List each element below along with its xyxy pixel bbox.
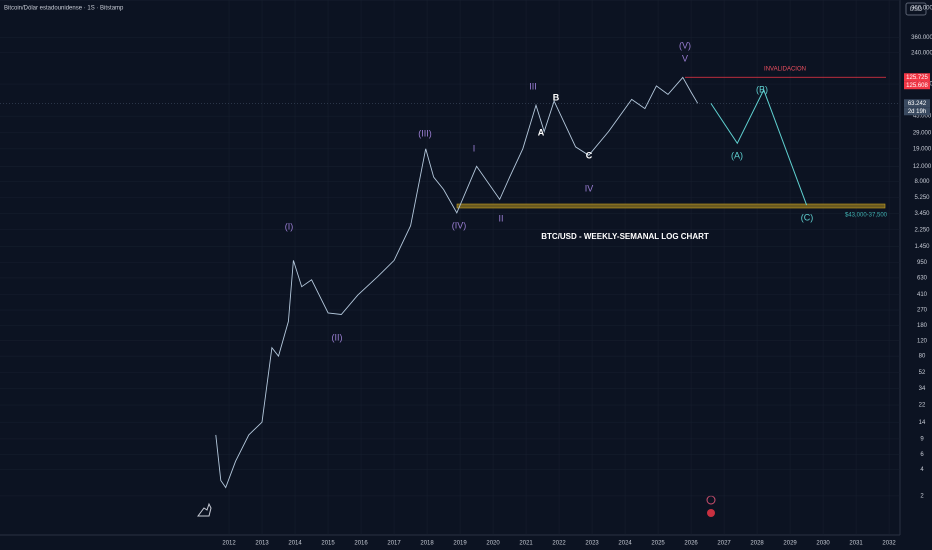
x-tick-label: 2032 [882, 541, 896, 547]
x-tick-label: 2014 [288, 541, 302, 547]
x-tick-label: 2019 [453, 541, 467, 547]
y-tick-label: 8.000 [914, 179, 930, 185]
y-tick-label: 19.000 [913, 146, 932, 152]
price-label: 63.242 [908, 101, 927, 107]
x-tick-label: 2016 [354, 541, 368, 547]
logo [197, 502, 212, 517]
x-tick-label: 2015 [321, 541, 335, 547]
annotation: II [498, 213, 503, 223]
x-tick-label: 2031 [849, 541, 863, 547]
annotation: (V) [679, 40, 691, 50]
y-tick-label: 22 [919, 403, 926, 409]
y-tick-label: 12.000 [913, 164, 932, 170]
support-zone [456, 203, 886, 209]
y-tick-label: 52 [919, 370, 926, 376]
annotation: $43,000-37,500 [845, 213, 888, 219]
series-line [710, 88, 808, 206]
y-tick-label: 950 [917, 260, 928, 266]
annotation: A [538, 127, 545, 137]
countdown-box [904, 107, 930, 116]
y-tick-label: 45.000 [913, 114, 932, 120]
x-tick-label: 2021 [519, 541, 533, 547]
y-tick-label: 34 [919, 386, 926, 392]
y-tick-label: 29.000 [913, 130, 932, 136]
annotation: (C) [801, 212, 814, 222]
y-tick-label: 3.450 [914, 211, 930, 217]
symbol-title: Bitcoin/Dólar estadounidense · 1S · Bits… [4, 6, 124, 12]
x-tick-label: 2030 [816, 541, 830, 547]
x-tick-label: 2022 [552, 541, 566, 547]
y-tick-label: 80 [919, 354, 926, 360]
y-tick-label: 6 [920, 452, 924, 458]
price-label: 125.725 [906, 75, 928, 81]
y-tick-label: 4 [920, 467, 924, 473]
currency-button[interactable] [905, 2, 927, 16]
y-tick-label: 14 [919, 420, 926, 426]
y-tick-label: 120 [917, 338, 928, 344]
annotation: C [586, 150, 593, 160]
y-tick-label: 180 [917, 323, 928, 329]
annotation: B [553, 92, 560, 102]
price-label-box [904, 73, 930, 82]
x-tick-label: 2025 [651, 541, 665, 547]
x-tick-label: 2017 [387, 541, 401, 547]
price-label-box [904, 81, 930, 90]
annotation: (B) [756, 84, 768, 94]
y-tick-label: 630 [917, 276, 928, 282]
y-tick-label: 270 [917, 308, 928, 314]
y-tick-label: 240.000 [911, 50, 932, 56]
annotation: BTC/USD - WEEKLY-SEMANAL LOG CHART [541, 232, 709, 241]
y-tick-label: 360.000 [911, 35, 932, 41]
y-tick-label: 9 [920, 436, 924, 442]
y-tick-label: 1.450 [914, 244, 930, 250]
annotation: I [473, 143, 476, 153]
annotation: (III) [418, 128, 432, 138]
y-tick-label: 960.000 [911, 6, 932, 12]
countdown: 2d 19h [908, 109, 926, 115]
x-tick-label: 2018 [420, 541, 434, 547]
annotation: (IV) [452, 220, 467, 230]
y-tick-label: 5.250 [914, 195, 930, 201]
x-tick-label: 2026 [684, 541, 698, 547]
x-tick-label: 2029 [783, 541, 797, 547]
annotation: (I) [285, 221, 294, 231]
y-tick-label: 2 [920, 493, 924, 499]
annotation: III [529, 81, 537, 91]
price-label: 125.608 [906, 83, 928, 89]
x-tick-label: 2012 [222, 541, 236, 547]
annotation: IV [585, 183, 594, 193]
price-label-box [904, 99, 930, 108]
currency-label[interactable]: USD [910, 7, 923, 13]
series-line [215, 76, 699, 489]
x-tick-label: 2027 [717, 541, 731, 547]
annotation: INVALIDACION [764, 67, 806, 73]
x-tick-label: 2023 [585, 541, 599, 547]
annotation: (II) [332, 332, 343, 342]
event-icon[interactable] [707, 509, 715, 517]
annotation: V [682, 53, 688, 63]
x-tick-label: 2024 [618, 541, 632, 547]
y-tick-label: 2.250 [914, 227, 930, 233]
x-tick-label: 2028 [750, 541, 764, 547]
annotation: (A) [731, 150, 743, 160]
x-tick-label: 2020 [486, 541, 500, 547]
y-tick-label: 410 [917, 292, 928, 298]
x-tick-label: 2013 [255, 541, 269, 547]
